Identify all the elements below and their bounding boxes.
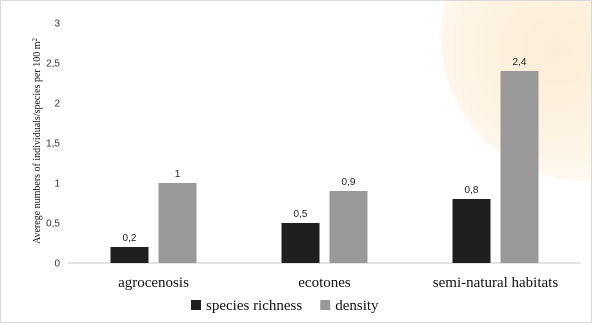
data-label: 1 bbox=[175, 169, 181, 180]
legend-label: density bbox=[335, 298, 379, 314]
data-label: 2,4 bbox=[513, 57, 527, 68]
y-tick-label: 2,5 bbox=[46, 59, 60, 70]
bar-density-1 bbox=[329, 191, 368, 263]
bar-density-2 bbox=[500, 71, 539, 263]
bar-species-richness-2 bbox=[452, 199, 491, 263]
bar-density-0 bbox=[158, 183, 197, 263]
y-tick-label: 1 bbox=[54, 179, 60, 190]
data-label: 0,2 bbox=[123, 233, 137, 244]
y-axis-title-text: Averege numbers of individuals/species p… bbox=[32, 41, 43, 244]
legend-swatch bbox=[320, 300, 331, 310]
y-axis-title-superscript: 2 bbox=[31, 37, 39, 41]
x-category-label: semi-natural habitats bbox=[433, 275, 559, 291]
y-tick-label: 2 bbox=[54, 99, 60, 110]
data-label: 0,9 bbox=[342, 177, 356, 188]
y-tick-label: 0 bbox=[54, 259, 60, 270]
y-axis-title: Averege numbers of individuals/species p… bbox=[31, 37, 43, 244]
data-label: 0,8 bbox=[465, 185, 479, 196]
bar-species-richness-1 bbox=[281, 223, 320, 263]
svg-text:Averege numbers of individuals: Averege numbers of individuals/species p… bbox=[31, 37, 43, 244]
bar-species-richness-0 bbox=[110, 247, 149, 263]
y-tick-label: 0,5 bbox=[46, 219, 60, 230]
x-category-label: agrocenosis bbox=[118, 275, 189, 291]
legend: species richness density bbox=[191, 298, 379, 314]
data-label: 0,5 bbox=[294, 209, 308, 220]
x-category-label: ecotones bbox=[298, 275, 351, 291]
legend-swatch bbox=[191, 300, 201, 310]
y-tick-label: 1,5 bbox=[46, 139, 60, 150]
legend-label: species richness bbox=[206, 298, 302, 314]
y-tick-label: 3 bbox=[54, 19, 60, 30]
